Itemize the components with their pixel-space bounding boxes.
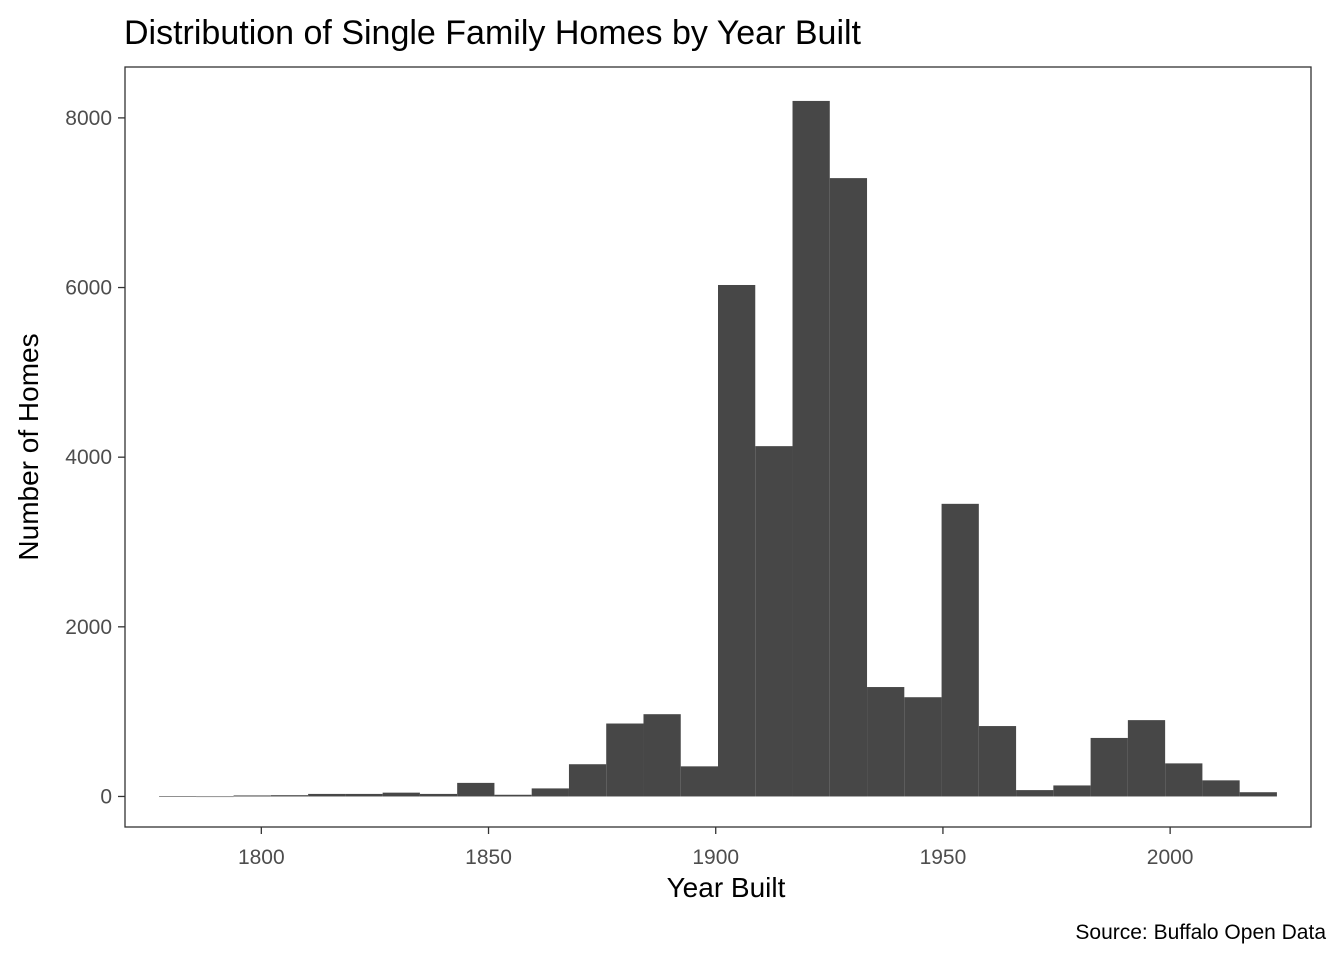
- chart-title: Distribution of Single Family Homes by Y…: [124, 14, 862, 52]
- y-tick-label-2: 4000: [65, 446, 112, 469]
- y-axis: 0 2000 4000 6000 8000: [65, 107, 125, 808]
- histogram-bar-19: [867, 687, 905, 797]
- plot-panel-border: [124, 66, 1312, 828]
- x-tick-label-4: 2000: [1147, 846, 1194, 869]
- histogram-bar-22: [978, 726, 1017, 797]
- x-tick-label-1: 1850: [465, 846, 512, 869]
- x-tick-label-2: 1900: [692, 846, 739, 869]
- histogram-bar-14: [680, 766, 718, 797]
- histogram-bar-12: [606, 723, 644, 797]
- histogram-bar-20: [904, 697, 942, 797]
- histogram-bar-10: [531, 788, 569, 797]
- x-tick-label-0: 1800: [238, 846, 285, 869]
- histogram-bar-1: [196, 796, 234, 798]
- x-axis: 1800 1850 1900 1950 2000: [238, 827, 1194, 869]
- y-tick-label-0: 0: [100, 785, 112, 808]
- histogram-bar-18: [829, 178, 868, 797]
- histogram-bar-25: [1090, 737, 1128, 797]
- histogram-bar-28: [1202, 780, 1240, 797]
- histogram-bar-3: [270, 795, 309, 797]
- y-tick-label-1: 2000: [65, 616, 112, 639]
- histogram-bar-2: [233, 795, 271, 797]
- histogram-bar-11: [568, 764, 607, 797]
- histogram-bar-16: [755, 446, 793, 797]
- histogram-bar-23: [1016, 790, 1054, 797]
- histogram-bar-24: [1053, 785, 1091, 797]
- bars-group: [159, 100, 1277, 798]
- y-tick-label-3: 6000: [65, 277, 112, 300]
- histogram-bar-6: [382, 792, 420, 797]
- histogram-bar-4: [308, 793, 346, 797]
- histogram-bar-5: [345, 793, 383, 797]
- histogram-bar-13: [643, 714, 681, 797]
- histogram-bar-15: [718, 284, 756, 797]
- histogram-bar-27: [1165, 763, 1203, 797]
- histogram-bar-29: [1239, 792, 1277, 797]
- x-tick-label-3: 1950: [920, 846, 967, 869]
- histogram-bar-17: [792, 100, 830, 797]
- y-axis-title: Number of Homes: [13, 333, 44, 560]
- histogram-bar-7: [419, 793, 458, 797]
- histogram-bar-9: [494, 794, 532, 797]
- y-tick-label-4: 8000: [65, 107, 112, 130]
- histogram-bar-21: [941, 503, 979, 797]
- x-axis-title: Year Built: [667, 872, 786, 903]
- histogram-bar-0: [159, 796, 197, 797]
- histogram-bar-8: [457, 782, 495, 797]
- chart-caption: Source: Buffalo Open Data: [1075, 921, 1326, 944]
- histogram-bar-26: [1127, 720, 1166, 797]
